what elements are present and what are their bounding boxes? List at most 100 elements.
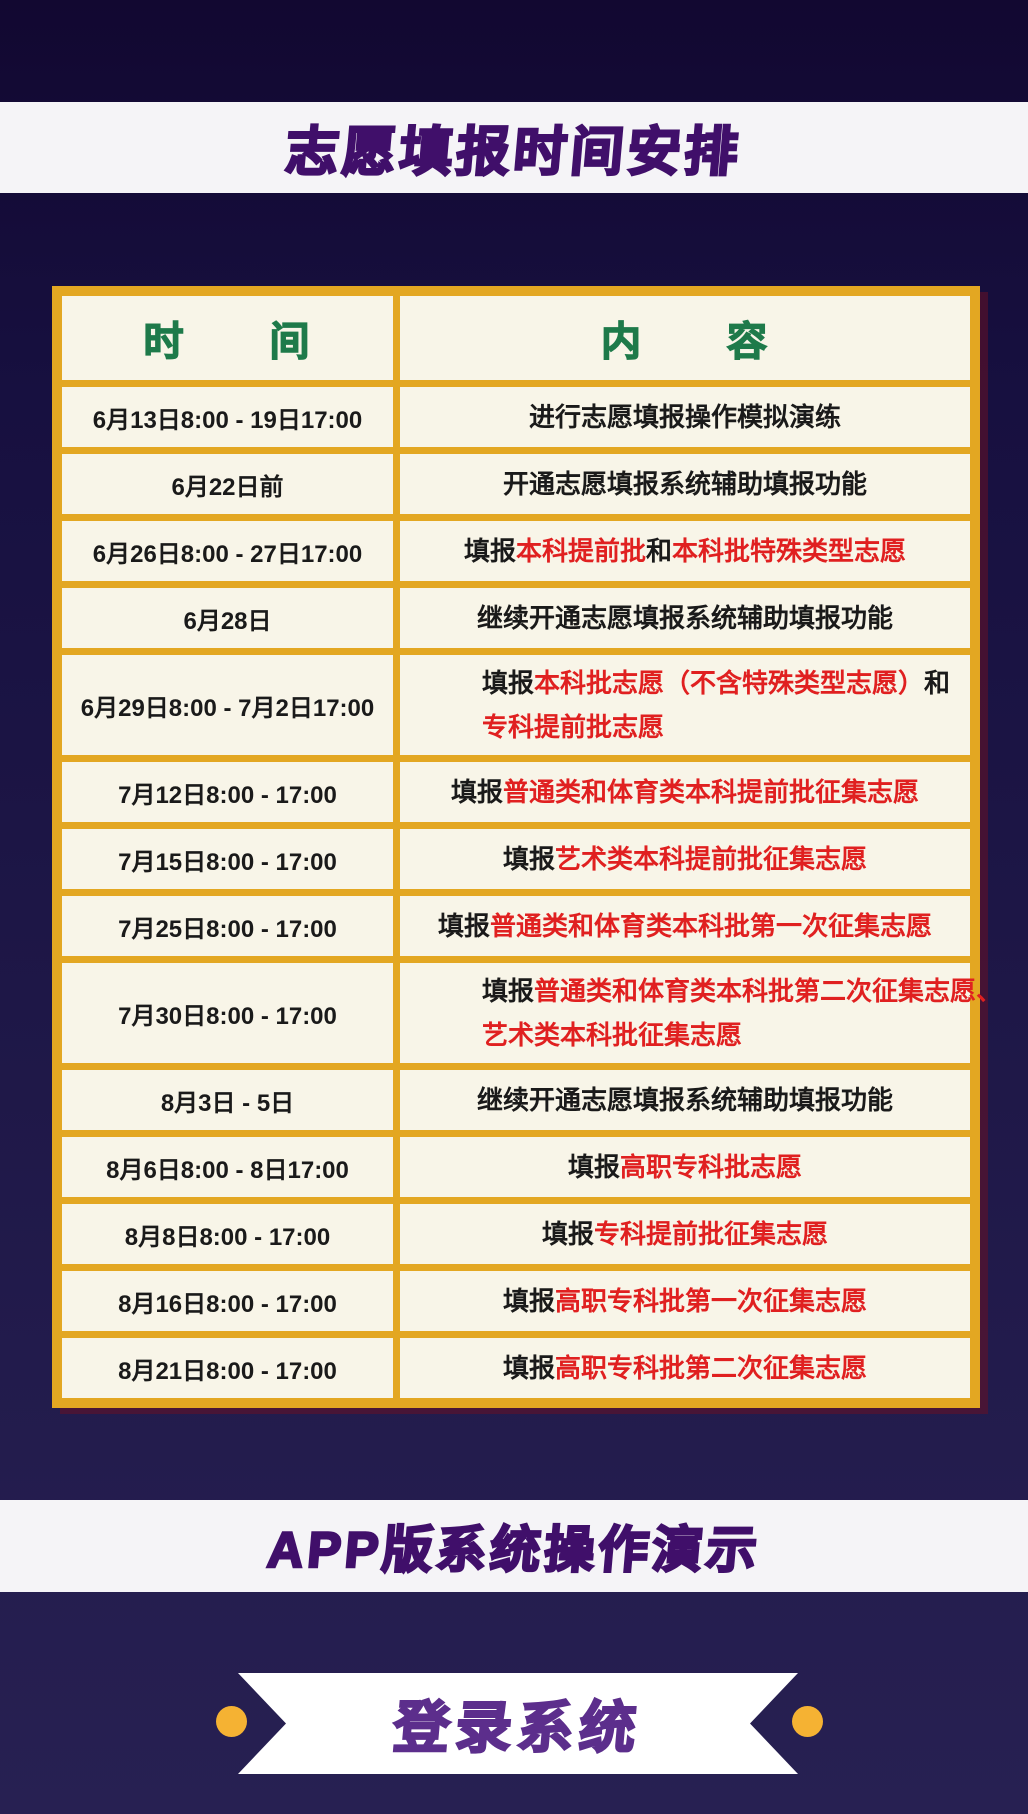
time-cell: 8月8日8:00 - 17:00 [62, 1204, 393, 1264]
content-line: 继续开通志愿填报系统辅助填报功能 [477, 1078, 893, 1122]
plain-text: 开通志愿填报系统辅助填报功能 [502, 469, 867, 499]
page-title: 志愿填报时间安排 [282, 121, 746, 183]
highlighted-text: 普通类和体育类本科批第二次征集志愿、 [534, 976, 1003, 1006]
content-cell: 进行志愿填报操作模拟演练 [400, 387, 970, 447]
content-cell: 填报本科提前批和本科批特殊类型志愿 [400, 521, 970, 581]
table-row: 8月21日8:00 - 17:00 填报高职专科批第二次征集志愿 [62, 1338, 970, 1398]
plain-text: 填报 [541, 1219, 594, 1249]
time-cell: 8月6日8:00 - 8日17:00 [62, 1137, 393, 1197]
highlighted-text: 本科批特殊类型志愿 [672, 536, 907, 566]
ribbon-left-dot [216, 1706, 247, 1737]
app-demo-banner: APP版系统操作演示 [0, 1500, 1028, 1592]
table-row: 7月12日8:00 - 17:00 填报普通类和体育类本科提前批征集志愿 [62, 762, 970, 822]
time-cell: 7月30日8:00 - 17:00 [62, 963, 393, 1063]
plain-text: 填报 [502, 844, 555, 874]
content-line: 填报高职专科批第一次征集志愿 [503, 1279, 867, 1323]
highlighted-text: 专科提前批征集志愿 [594, 1219, 829, 1249]
time-cell: 6月13日8:00 - 19日17:00 [62, 387, 393, 447]
content-line: 开通志愿填报系统辅助填报功能 [503, 462, 867, 506]
content-cell: 填报本科批志愿（不含特殊类型志愿）和专科提前批志愿 [400, 655, 970, 755]
table-row: 6月29日8:00 - 7月2日17:00 填报本科批志愿（不含特殊类型志愿）和专… [62, 655, 970, 755]
content-cell: 填报艺术类本科提前批征集志愿 [400, 829, 970, 889]
content-cell: 填报普通类和体育类本科批第一次征集志愿 [400, 896, 970, 956]
app-demo-title: APP版系统操作演示 [263, 1521, 763, 1580]
plain-text: 填报 [437, 911, 490, 941]
content-line: 填报普通类和体育类本科批第二次征集志愿、 [482, 969, 1002, 1013]
plain-text: 和 [924, 668, 951, 698]
table-row: 8月6日8:00 - 8日17:00 填报高职专科批志愿 [62, 1137, 970, 1197]
content-cell: 填报普通类和体育类本科批第二次征集志愿、艺术类本科批征集志愿 [400, 963, 1002, 1063]
table-row: 6月26日8:00 - 27日17:00 填报本科提前批和本科批特殊类型志愿 [62, 521, 970, 581]
time-cell: 7月15日8:00 - 17:00 [62, 829, 393, 889]
content-cell: 填报高职专科批志愿 [400, 1137, 970, 1197]
highlighted-text: 高职专科批第二次征集志愿 [555, 1353, 868, 1383]
plain-text: 填报 [450, 777, 503, 807]
table-row: 7月15日8:00 - 17:00 填报艺术类本科提前批征集志愿 [62, 829, 970, 889]
table-row: 7月30日8:00 - 17:00 填报普通类和体育类本科批第二次征集志愿、 艺术类… [62, 963, 1002, 1063]
time-cell: 6月26日8:00 - 27日17:00 [62, 521, 393, 581]
plain-text: 填报 [482, 668, 535, 698]
highlighted-text: 专科提前批志愿 [482, 712, 665, 742]
header-time: 时 间 [62, 296, 393, 380]
plain-text: 进行志愿填报操作模拟演练 [528, 402, 841, 432]
content-line: 填报普通类和体育类本科提前批征集志愿 [451, 770, 919, 814]
login-ribbon-title: 登录系统 [390, 1696, 645, 1759]
content-line: 填报本科批志愿（不含特殊类型志愿）和 [482, 661, 950, 705]
plain-text: 填报 [463, 536, 516, 566]
ribbon-right-dot [792, 1706, 823, 1737]
content-cell: 填报普通类和体育类本科提前批征集志愿 [400, 762, 970, 822]
content-line: 填报专科提前批征集志愿 [542, 1212, 828, 1256]
time-cell: 8月21日8:00 - 17:00 [62, 1338, 393, 1398]
highlighted-text: 本科批志愿（不含特殊类型志愿） [534, 668, 925, 698]
header-content: 内 容 [400, 296, 970, 380]
content-line: 填报高职专科批志愿 [568, 1145, 802, 1189]
highlighted-text: 普通类和体育类本科提前批征集志愿 [503, 777, 920, 807]
content-cell: 填报高职专科批第一次征集志愿 [400, 1271, 970, 1331]
highlighted-text: 高职专科批志愿 [620, 1152, 803, 1182]
table-row: 8月3日 - 5日 继续开通志愿填报系统辅助填报功能 [62, 1070, 970, 1130]
table-row: 8月8日8:00 - 17:00 填报专科提前批征集志愿 [62, 1204, 970, 1264]
highlighted-text: 本科提前批 [515, 536, 646, 566]
time-cell: 6月29日8:00 - 7月2日17:00 [62, 655, 393, 755]
time-cell: 7月12日8:00 - 17:00 [62, 762, 393, 822]
plain-text: 继续开通志愿填报系统辅助填报功能 [476, 1085, 893, 1115]
content-line: 继续开通志愿填报系统辅助填报功能 [477, 596, 893, 640]
content-line: 艺术类本科批征集志愿 [482, 1013, 742, 1057]
table-header-row: 时 间 内 容 [62, 296, 970, 380]
table-row: 8月16日8:00 - 17:00 填报高职专科批第一次征集志愿 [62, 1271, 970, 1331]
plain-text: 填报 [567, 1152, 620, 1182]
content-cell: 开通志愿填报系统辅助填报功能 [400, 454, 970, 514]
plain-text: 填报 [502, 1353, 555, 1383]
table-row: 6月28日 继续开通志愿填报系统辅助填报功能 [62, 588, 970, 648]
table-row: 6月22日前 开通志愿填报系统辅助填报功能 [62, 454, 970, 514]
schedule-table: 时 间 内 容 6月13日8:00 - 19日17:00 进行志愿填报操作模拟演练… [52, 286, 1002, 1408]
highlighted-text: 高职专科批第一次征集志愿 [555, 1286, 868, 1316]
table-row: 6月13日8:00 - 19日17:00 进行志愿填报操作模拟演练 [62, 387, 970, 447]
title-banner: 志愿填报时间安排 [0, 102, 1028, 193]
time-cell: 6月22日前 [62, 454, 393, 514]
login-ribbon: 登录系统 [238, 1673, 798, 1774]
highlighted-text: 普通类和体育类本科批第一次征集志愿 [490, 911, 933, 941]
time-cell: 6月28日 [62, 588, 393, 648]
content-line: 填报高职专科批第二次征集志愿 [503, 1346, 867, 1390]
highlighted-text: 艺术类本科批征集志愿 [482, 1020, 743, 1050]
content-line: 进行志愿填报操作模拟演练 [529, 395, 841, 439]
time-cell: 7月25日8:00 - 17:00 [62, 896, 393, 956]
highlighted-text: 艺术类本科提前批征集志愿 [555, 844, 868, 874]
plain-text: 继续开通志愿填报系统辅助填报功能 [476, 603, 893, 633]
content-line: 填报普通类和体育类本科批第一次征集志愿 [438, 904, 932, 948]
content-cell: 填报高职专科批第二次征集志愿 [400, 1338, 970, 1398]
plain-text: 填报 [502, 1286, 555, 1316]
content-cell: 填报专科提前批征集志愿 [400, 1204, 970, 1264]
content-cell: 继续开通志愿填报系统辅助填报功能 [400, 588, 970, 648]
content-cell: 继续开通志愿填报系统辅助填报功能 [400, 1070, 970, 1130]
content-line: 专科提前批志愿 [482, 705, 664, 749]
time-cell: 8月16日8:00 - 17:00 [62, 1271, 393, 1331]
plain-text: 和 [646, 536, 673, 566]
plain-text: 填报 [482, 976, 535, 1006]
table-row: 7月25日8:00 - 17:00 填报普通类和体育类本科批第一次征集志愿 [62, 896, 970, 956]
content-line: 填报艺术类本科提前批征集志愿 [503, 837, 867, 881]
content-line: 填报本科提前批和本科批特殊类型志愿 [464, 529, 906, 573]
time-cell: 8月3日 - 5日 [62, 1070, 393, 1130]
